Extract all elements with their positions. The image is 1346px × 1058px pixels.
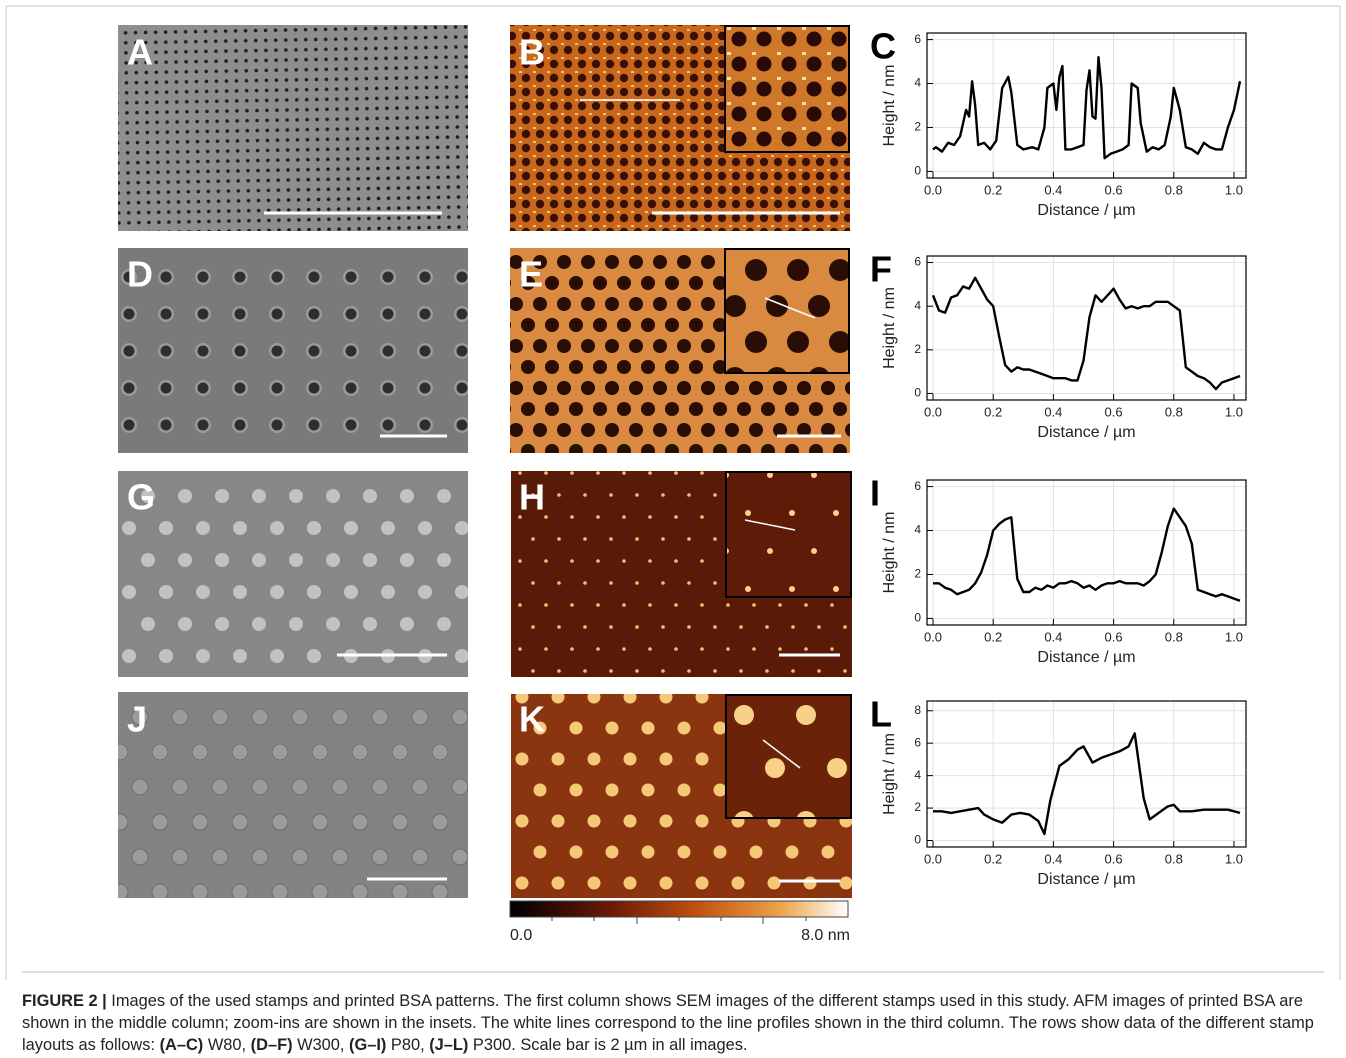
- inset: [724, 25, 850, 153]
- profile-line: [933, 507, 1241, 602]
- x-tick-label: 0.8: [1165, 404, 1183, 419]
- y-axis-label: Height / nm: [881, 512, 898, 594]
- sem-image: [118, 471, 468, 677]
- plot-frame: [926, 479, 1247, 626]
- caption-text: (D–F): [250, 1036, 293, 1054]
- caption-text: P80,: [386, 1036, 430, 1054]
- y-tick-label: 4: [914, 76, 921, 90]
- y-tick-label: 6: [914, 255, 921, 269]
- caption-text: P300. Scale bar is 2 µm in all images.: [468, 1036, 748, 1054]
- panel-label: K: [519, 699, 545, 740]
- x-tick-label: 0.8: [1165, 851, 1183, 866]
- x-tick-label: 0.6: [1105, 182, 1123, 197]
- x-tick-label: 0.8: [1165, 629, 1183, 644]
- x-tick-label: 1.0: [1225, 851, 1243, 866]
- y-tick-label: 0: [914, 833, 921, 847]
- x-tick-label: 0.8: [1165, 182, 1183, 197]
- caption: FIGURE 2 | Images of the used stamps and…: [22, 990, 1327, 1056]
- colorbar-ticks: [551, 917, 807, 924]
- x-axis-label: Distance / µm: [1037, 649, 1135, 666]
- y-tick-label: 2: [914, 800, 921, 814]
- y-tick-label: 6: [914, 735, 921, 749]
- plot-frame: [926, 32, 1247, 179]
- y-tick-label: 0: [914, 164, 921, 178]
- x-tick-label: 0.6: [1105, 404, 1123, 419]
- x-tick-label: 0.6: [1105, 851, 1123, 866]
- x-tick-label: 0.0: [924, 404, 942, 419]
- panel-label: F: [870, 249, 892, 290]
- inset: [725, 694, 852, 819]
- x-tick-label: 0.0: [924, 629, 942, 644]
- panel-label: B: [519, 32, 545, 73]
- inset: [725, 471, 852, 598]
- y-tick-label: 2: [914, 120, 921, 134]
- frame: [5, 5, 1341, 980]
- profile-line: [931, 276, 1241, 391]
- x-tick-label: 0.6: [1105, 629, 1123, 644]
- x-tick-label: 0.4: [1044, 629, 1062, 644]
- caption-text: (A–C): [159, 1036, 204, 1054]
- profile-line: [932, 56, 1242, 160]
- y-axis-label: Height / nm: [881, 287, 898, 369]
- x-tick-label: 0.2: [984, 629, 1002, 644]
- x-tick-label: 1.0: [1225, 182, 1243, 197]
- x-tick-label: 0.4: [1044, 182, 1062, 197]
- scale-bars: [264, 211, 841, 883]
- x-tick-label: 0.2: [984, 182, 1002, 197]
- x-tick-label: 0.4: [1044, 851, 1062, 866]
- profile-lines: [580, 99, 816, 769]
- panel-labels: A B D E G H J K: [127, 32, 545, 740]
- x-axis-label: Distance / µm: [1037, 202, 1135, 219]
- y-tick-label: 4: [914, 523, 921, 537]
- sem-image: [118, 25, 468, 231]
- y-tick-label: 4: [914, 298, 921, 312]
- colorbar-label: 8.0 nm: [801, 927, 850, 944]
- caption-text: W80,: [203, 1036, 251, 1054]
- panel-label: A: [127, 32, 153, 73]
- y-tick-label: 6: [914, 32, 921, 46]
- sem-image: [118, 248, 468, 453]
- colorbar: [509, 900, 849, 918]
- panel-label: J: [127, 699, 147, 740]
- caption-text: W300,: [292, 1036, 350, 1054]
- x-tick-label: 1.0: [1225, 404, 1243, 419]
- figure: A B D E G H J K 0.0 8.0 nm 0.0 0.2 0.4 0.6 0…: [5, 5, 1341, 980]
- y-tick-label: 2: [914, 567, 921, 581]
- inset: [724, 248, 850, 374]
- x-tick-label: 1.0: [1225, 629, 1243, 644]
- y-tick-label: 0: [914, 386, 921, 400]
- panel-label: C: [870, 26, 896, 67]
- y-tick-label: 2: [914, 342, 921, 356]
- y-axis-label: Height / nm: [881, 733, 898, 815]
- profile-line: [933, 732, 1241, 836]
- caption-label: FIGURE 2 |: [22, 992, 107, 1010]
- x-axis-label: Distance / µm: [1037, 424, 1135, 441]
- x-tick-label: 0.2: [984, 851, 1002, 866]
- panel-label: D: [127, 254, 153, 295]
- caption-text: Images of the used stamps and printed BS…: [22, 992, 1314, 1054]
- sem-image: [118, 692, 468, 898]
- plot-frame: [926, 255, 1247, 401]
- x-axis-label: Distance / µm: [1037, 871, 1135, 888]
- colorbar-label: 0.0: [510, 927, 532, 944]
- panel-label: L: [870, 694, 892, 735]
- x-tick-label: 0.2: [984, 404, 1002, 419]
- y-axis-label: Height / nm: [881, 65, 898, 147]
- x-tick-label: 0.0: [924, 851, 942, 866]
- x-tick-label: 0.4: [1044, 404, 1062, 419]
- panel-label: E: [519, 254, 543, 295]
- y-tick-label: 0: [914, 611, 921, 625]
- panel-label: I: [870, 473, 880, 514]
- x-tick-label: 0.0: [924, 182, 942, 197]
- plot-frame: [926, 700, 1247, 848]
- caption-text: (G–I): [349, 1036, 387, 1054]
- y-tick-label: 4: [914, 768, 921, 782]
- caption-text: (J–L): [429, 1036, 469, 1054]
- panel-label: H: [519, 477, 545, 518]
- panel-label: G: [127, 477, 155, 518]
- y-tick-label: 6: [914, 479, 921, 493]
- y-tick-label: 8: [914, 703, 921, 717]
